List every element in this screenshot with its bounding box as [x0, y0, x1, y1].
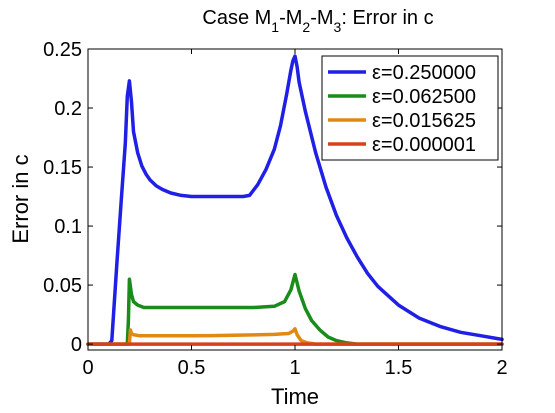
- x-axis: 0 0.5 1 1.5 2: [82, 49, 508, 379]
- x-tick-label: 2: [496, 357, 507, 379]
- y-axis-label: Error in c: [8, 154, 33, 243]
- legend-label-2: ε=0.062500: [372, 86, 476, 108]
- y-axis: 0 0.05 0.1 0.15 0.2 0.25: [43, 39, 502, 356]
- y-tick-label: 0.2: [54, 98, 82, 120]
- legend-label-4: ε=0.000001: [372, 134, 476, 156]
- chart-title-part: 2: [302, 19, 310, 35]
- series-line-2: [86, 272, 504, 346]
- x-tick-label: 0.5: [178, 357, 206, 379]
- series-layer: [86, 54, 504, 346]
- chart-title-part: -M: [279, 7, 302, 29]
- x-tick-label: 1: [289, 357, 300, 379]
- x-axis-label: Time: [271, 384, 319, 409]
- series-line-1: [86, 54, 504, 346]
- y-tick-label: 0.25: [43, 39, 82, 61]
- chart-title-part: Case M: [202, 7, 271, 29]
- y-tick-label: 0.05: [43, 275, 82, 297]
- x-tick-label: 1.5: [385, 357, 413, 379]
- y-tick-label: 0.1: [54, 216, 82, 238]
- chart-title-part: -M: [310, 7, 333, 29]
- series-line-3: [86, 327, 504, 346]
- chart-title-part: 3: [334, 19, 342, 35]
- y-tick-label: 0: [71, 334, 82, 356]
- legend-label-3: ε=0.015625: [372, 110, 476, 132]
- chart-title-part: : Error in c: [341, 7, 433, 29]
- chart-title-part: 1: [271, 19, 279, 35]
- chart-title: Case M1-M2-M3: Error in c: [202, 7, 433, 35]
- legend-label-1: ε=0.250000: [372, 62, 476, 84]
- y-tick-label: 0.15: [43, 157, 82, 179]
- x-tick-label: 0: [82, 357, 93, 379]
